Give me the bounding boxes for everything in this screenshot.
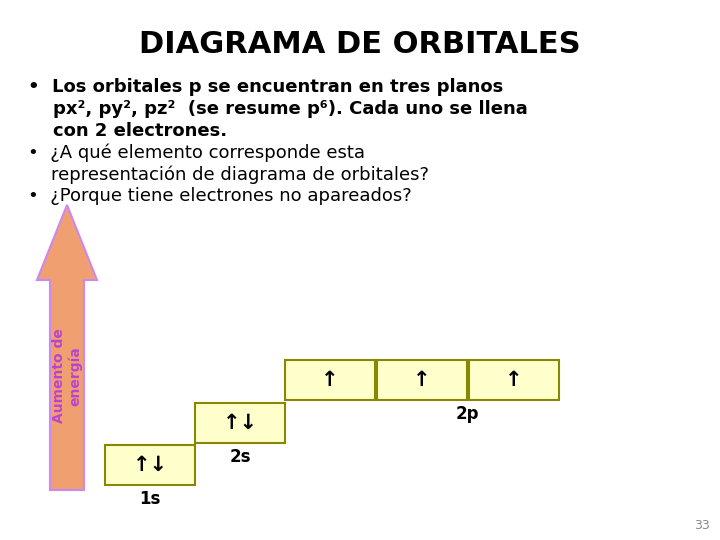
Text: ↑↓: ↑↓ (222, 413, 258, 433)
Text: con 2 electrones.: con 2 electrones. (28, 122, 227, 140)
Bar (105, 445, 195, 485)
Text: •  ¿A qué elemento corresponde esta: • ¿A qué elemento corresponde esta (28, 144, 365, 163)
Text: ↑: ↑ (505, 370, 523, 390)
Text: DIAGRAMA DE ORBITALES: DIAGRAMA DE ORBITALES (139, 30, 581, 59)
Text: •  ¿Porque tiene electrones no apareados?: • ¿Porque tiene electrones no apareados? (28, 187, 412, 205)
Text: ↑: ↑ (321, 370, 338, 390)
Bar (195, 403, 285, 443)
Text: representación de diagrama de orbitales?: representación de diagrama de orbitales? (28, 165, 429, 184)
Text: 33: 33 (694, 519, 710, 532)
Text: 1s: 1s (139, 490, 161, 508)
Bar (469, 360, 559, 400)
Text: 2p: 2p (455, 405, 479, 423)
Text: ↑↓: ↑↓ (132, 455, 168, 475)
Bar (285, 360, 375, 400)
Text: px², py², pz²  (se resume p⁶). Cada uno se llena: px², py², pz² (se resume p⁶). Cada uno s… (28, 100, 528, 118)
Polygon shape (37, 205, 97, 490)
Bar (377, 360, 467, 400)
Text: Aumento de
energía: Aumento de energía (52, 328, 82, 423)
Text: ↑: ↑ (413, 370, 431, 390)
Text: 2s: 2s (229, 448, 251, 466)
Text: •  Los orbitales p se encuentran en tres planos: • Los orbitales p se encuentran en tres … (28, 78, 503, 96)
